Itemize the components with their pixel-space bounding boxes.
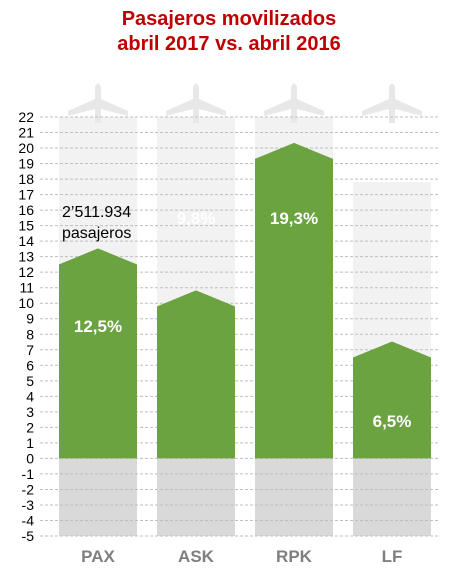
y-tick-label: 0: [26, 450, 34, 466]
x-category-label: ASK: [178, 547, 215, 566]
negative-band: [255, 458, 333, 536]
annotation-passengers-count: 2’511.934: [62, 204, 132, 221]
y-tick-label: 18: [18, 171, 34, 187]
y-tick-label: -5: [22, 528, 35, 544]
y-tick-label: 5: [26, 373, 34, 389]
airplane-icon: [362, 83, 422, 123]
y-tick-label: 13: [18, 249, 34, 265]
y-tick-label: 15: [18, 218, 34, 234]
data-label: 12,5%: [74, 317, 122, 336]
airplane-icon: [68, 83, 128, 123]
y-tick-label: 22: [18, 109, 34, 125]
y-tick-label: 1: [26, 435, 34, 451]
data-label: 9,8%: [177, 209, 216, 228]
y-tick-label: 19: [18, 156, 34, 172]
y-tick-label: 3: [26, 404, 34, 420]
y-tick-label: 10: [18, 295, 34, 311]
y-tick-label: 7: [26, 342, 34, 358]
y-tick-label: 2: [26, 419, 34, 435]
bar-pax: [59, 248, 137, 459]
negative-band: [157, 458, 235, 536]
y-tick-label: 6: [26, 357, 34, 373]
negative-band: [59, 458, 137, 536]
y-tick-label: -2: [22, 481, 35, 497]
y-tick-label: 20: [18, 140, 34, 156]
airplane-icon: [264, 83, 324, 123]
annotation-passengers-label: pasajeros: [62, 225, 132, 242]
y-tick-label: 16: [18, 202, 34, 218]
bar-ask: [157, 290, 235, 459]
chart-subtitle: abril 2017 vs. abril 2016: [117, 33, 341, 55]
y-tick-label: 8: [26, 326, 34, 342]
data-label: 19,3%: [270, 209, 318, 228]
chart-title: Pasajeros movilizados: [121, 8, 337, 30]
airplane-icon: [166, 83, 226, 123]
y-tick-label: -3: [22, 497, 35, 513]
bar-rpk: [255, 142, 333, 459]
x-category-label: PAX: [81, 547, 115, 566]
data-label: 6,5%: [373, 412, 412, 431]
y-tick-label: 21: [18, 125, 34, 141]
x-category-label: RPK: [276, 547, 313, 566]
y-tick-label: 11: [19, 280, 34, 296]
negative-band: [353, 458, 431, 536]
x-category-label: LF: [382, 547, 403, 566]
y-tick-label: 4: [26, 388, 34, 404]
y-tick-label: 17: [18, 187, 34, 203]
bar-lf: [353, 341, 431, 459]
y-tick-label: 14: [18, 233, 34, 249]
y-tick-label: -4: [22, 512, 35, 528]
y-tick-label: 9: [26, 311, 34, 327]
y-tick-label: 12: [18, 264, 34, 280]
y-tick-label: -1: [22, 466, 35, 482]
